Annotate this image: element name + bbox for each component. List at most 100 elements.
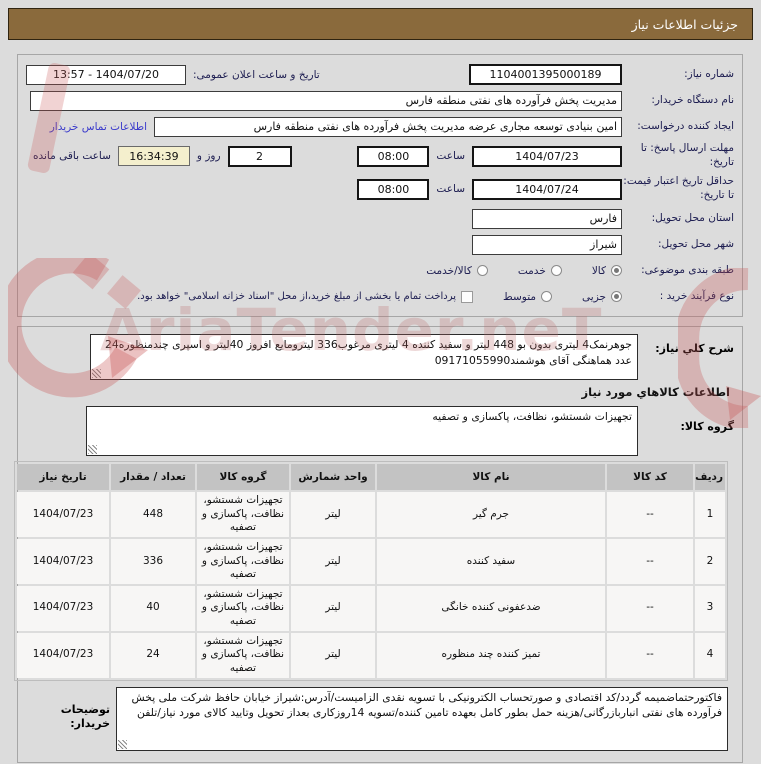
process-type-row: نوع فرآیند خرید : جزیی متوسط پرداخت تمام… [26, 286, 734, 307]
classification-option-kala-khedmat[interactable]: کالا/خدمت [416, 265, 488, 277]
goods-info-panel: شرح کلي نیاز: جوهرنمک4 لیتری بدون بو 448… [14, 326, 743, 763]
buyer-notes-textarea[interactable]: فاکتورحتماضمیمه گردد/کد اقتصادی و صورتحس… [116, 686, 728, 751]
cell-group: تجهیزات شستشو، نظافت، پاکسازی و تصفیه [197, 632, 289, 678]
reply-deadline-date-field[interactable]: 1404/07/23 [472, 145, 622, 167]
need-number-field[interactable]: 1104001395000189 [469, 64, 622, 85]
reply-deadline-label: مهلت ارسال پاسخ: تا تاریخ: [640, 142, 734, 168]
cell-name: جرم گیر [377, 492, 605, 537]
radio-selected-icon[interactable] [611, 265, 622, 276]
request-creator-field[interactable]: امین بنیادی توسعه مجاری عرضه مدیریت پخش … [154, 116, 622, 137]
cell-code: -- [607, 585, 693, 631]
col-header-qty: تعداد / مقدار [111, 464, 195, 490]
classification-label: طبقه بندی موضوعی: [641, 263, 734, 276]
radio-selected-icon[interactable] [611, 291, 622, 302]
goods-table-header-row: ردیف کد کالا نام کالا واحد شمارش گروه کا… [17, 464, 725, 490]
cell-code: -- [607, 632, 693, 678]
buyer-org-field[interactable]: مدیریت پخش فرآورده های نفتی منطقه فارس [30, 90, 622, 111]
announce-datetime-field[interactable]: 1404/07/20 - 13:57 [26, 64, 186, 85]
cell-name: ضدعفونی کننده خانگی [377, 585, 605, 631]
need-desc-label: شرح کلي نیاز: [655, 342, 734, 355]
cell-radif: 3 [695, 585, 725, 631]
cell-group: تجهیزات شستشو، نظافت، پاکسازی و تصفیه [197, 585, 289, 631]
city-row: شهر محل تحویل: شیراز [26, 234, 734, 255]
reply-deadline-time-field[interactable]: 08:00 [357, 145, 430, 167]
classification-row: طبقه بندی موضوعی: کالا خدمت کالا/خدمت [26, 260, 734, 281]
radio-icon[interactable] [541, 291, 553, 302]
process-type-option-label: جزیی [582, 290, 606, 303]
table-row: 4 -- تمیز کننده چند منظوره لیتر تجهیزات … [17, 632, 725, 678]
classification-option-label: کالا [591, 264, 606, 277]
classification-option-label: کالا/خدمت [426, 264, 472, 277]
remaining-suffix-label: ساعت باقی مانده [33, 150, 111, 162]
price-validity-time-label: ساعت [436, 183, 465, 195]
cell-radif: 2 [695, 538, 725, 584]
cell-date: 1404/07/23 [17, 492, 109, 537]
radio-icon[interactable] [550, 265, 562, 276]
cell-date: 1404/07/23 [17, 632, 109, 678]
col-header-code: کد کالا [607, 464, 693, 490]
announce-group: تاریخ و ساعت اعلان عمومی: 1404/07/20 - 1… [26, 64, 327, 85]
buyer-notes-label: توضیحات خریدار: [60, 702, 110, 730]
col-header-date: تاریخ نیاز [17, 464, 109, 490]
request-creator-label: ایجاد کننده درخواست: [637, 119, 734, 132]
request-creator-row: ایجاد کننده درخواست: امین بنیادی توسعه م… [26, 116, 734, 137]
province-field[interactable]: فارس [472, 208, 622, 229]
province-row: استان محل تحویل: فارس [26, 208, 734, 229]
remaining-time-group: 2 روز و 16:34:39 ساعت باقی مانده [26, 145, 292, 167]
radio-icon[interactable] [476, 265, 488, 276]
goods-section-title: اطلاعات کالاهاي مورد نیاز [581, 385, 730, 399]
cell-radif: 4 [695, 632, 725, 678]
price-validity-time-field[interactable]: 08:00 [357, 178, 430, 200]
cell-unit: لیتر [291, 632, 375, 678]
cell-name: سفید کننده [377, 538, 605, 584]
cell-qty: 40 [111, 585, 195, 631]
table-row: 2 -- سفید کننده لیتر تجهیزات شستشو، نظاف… [17, 538, 725, 584]
classification-option-label: خدمت [517, 264, 546, 277]
price-validity-date-field[interactable]: 1404/07/24 [472, 178, 622, 200]
page-title: جزئیات اطلاعات نیاز [631, 16, 738, 32]
cell-qty: 24 [111, 632, 195, 678]
goods-table: ردیف کد کالا نام کالا واحد شمارش گروه کا… [14, 461, 728, 681]
goods-group-row: گروه کالا: تجهیزات شستشو، نظافت، پاکسازی… [26, 406, 734, 456]
remaining-time-box: 16:34:39 [117, 146, 190, 166]
need-desc-textarea[interactable]: جوهرنمک4 لیتری بدون بو 448 لیتر و سفید ک… [90, 334, 638, 380]
process-type-label: نوع فرآیند خرید : [659, 289, 734, 302]
buyer-notes-row: توضیحات خریدار: فاکتورحتماضمیمه گردد/کد … [26, 686, 734, 751]
process-type-option-label: متوسط [503, 290, 537, 303]
reply-deadline-time-label: ساعت [436, 150, 465, 162]
buyer-org-label: نام دستگاه خریدار: [651, 93, 734, 106]
city-field[interactable]: شیراز [472, 234, 622, 255]
price-validity-row: حداقل تاریخ اعتبار قیمت: تا تاریخ: 1404/… [26, 175, 734, 203]
cell-group: تجهیزات شستشو، نظافت، پاکسازی و تصفیه [197, 492, 289, 537]
cell-date: 1404/07/23 [17, 538, 109, 584]
remaining-days-label: روز و [196, 150, 221, 162]
cell-code: -- [607, 492, 693, 537]
cell-name: تمیز کننده چند منظوره [377, 632, 605, 678]
need-desc-row: شرح کلي نیاز: جوهرنمک4 لیتری بدون بو 448… [26, 334, 734, 380]
city-label: شهر محل تحویل: [658, 237, 734, 250]
cell-unit: لیتر [291, 492, 375, 537]
process-type-option-motevaset[interactable]: متوسط [481, 290, 553, 303]
buyer-contact-link[interactable]: اطلاعات تماس خریدار [49, 120, 147, 133]
treasury-payment-option[interactable]: پرداخت تمام یا بخشی از مبلغ خرید،از محل … [137, 290, 474, 303]
checkbox-icon[interactable] [461, 290, 474, 303]
buyer-org-row: نام دستگاه خریدار: مدیریت پخش فرآورده ها… [26, 90, 734, 111]
goods-group-label: گروه کالا: [680, 420, 734, 433]
col-header-group: گروه کالا [197, 464, 289, 490]
treasury-payment-label: پرداخت تمام یا بخشی از مبلغ خرید،از محل … [137, 291, 457, 302]
classification-option-khedmat[interactable]: خدمت [496, 265, 562, 277]
need-info-panel: شماره نیاز: 1104001395000189 تاریخ و ساع… [17, 54, 743, 317]
need-number-row: شماره نیاز: 1104001395000189 تاریخ و ساع… [26, 64, 734, 85]
cell-qty: 336 [111, 538, 195, 584]
process-type-option-jozi[interactable]: جزیی [560, 291, 622, 303]
cell-radif: 1 [695, 492, 725, 537]
cell-date: 1404/07/23 [17, 585, 109, 631]
province-label: استان محل تحویل: [651, 211, 734, 224]
remaining-days-box: 2 [227, 145, 292, 167]
goods-group-textarea[interactable]: تجهیزات شستشو، نظافت، پاکسازی و تصفیه [86, 406, 638, 456]
col-header-name: نام کالا [377, 464, 605, 490]
table-row: 1 -- جرم گیر لیتر تجهیزات شستشو، نظافت، … [17, 492, 725, 537]
cell-unit: لیتر [291, 585, 375, 631]
cell-group: تجهیزات شستشو، نظافت، پاکسازی و تصفیه [197, 538, 289, 584]
classification-option-kala[interactable]: کالا [570, 265, 622, 277]
